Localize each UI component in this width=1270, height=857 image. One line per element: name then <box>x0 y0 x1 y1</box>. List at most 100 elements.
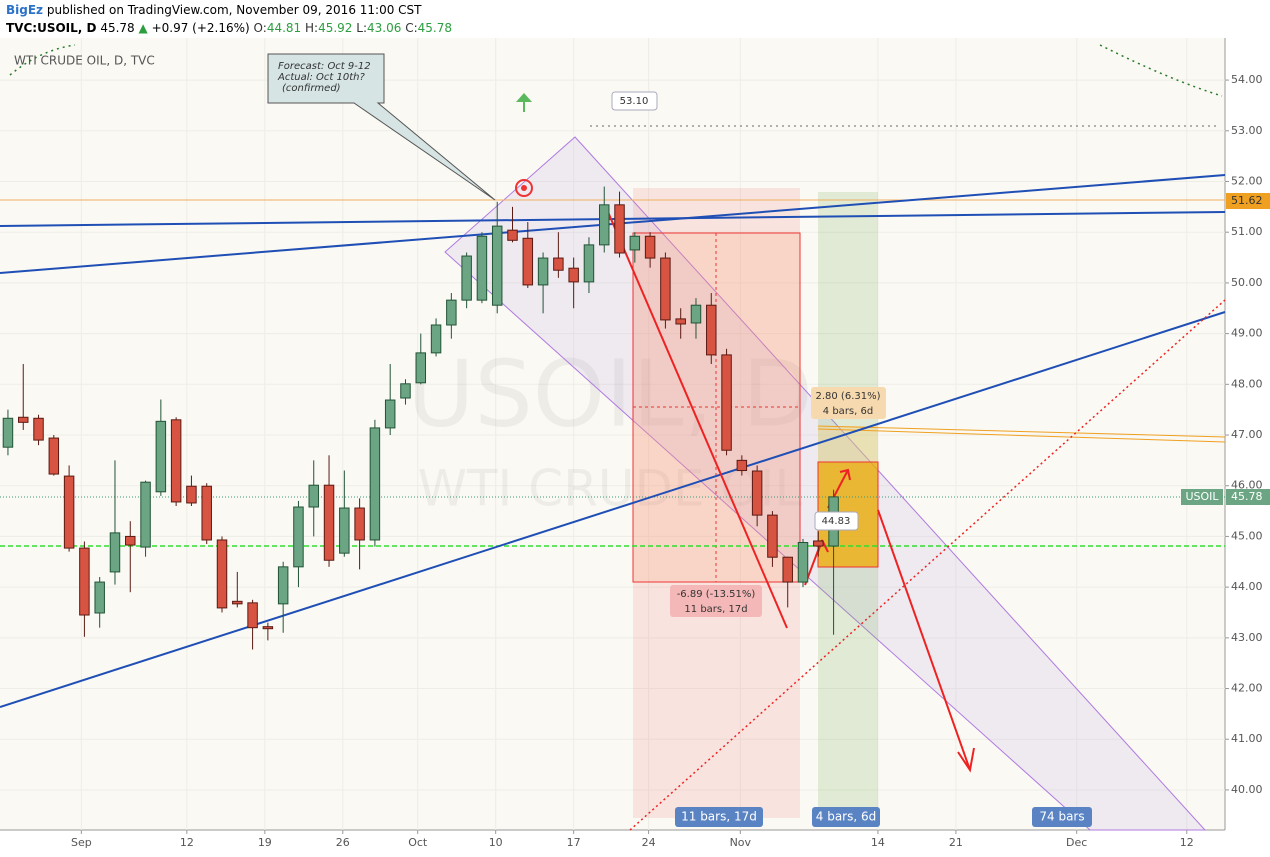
label-box <box>814 511 859 531</box>
x-tick-label: 14 <box>871 836 885 849</box>
ohlc: O:44.81 H:45.92 L:43.06 C:45.78 <box>254 21 452 35</box>
candle-body <box>232 600 243 605</box>
candle-body <box>751 470 763 516</box>
annotation: (confirmed) <box>282 83 341 94</box>
candle-body <box>736 459 748 472</box>
x-tick-label: Sep <box>71 836 92 849</box>
ohlc-value: 45.78 <box>417 21 452 35</box>
candle-body <box>782 556 793 583</box>
candle-body <box>568 267 579 283</box>
published: published on TradingView.com, November 0… <box>46 3 422 17</box>
y-tick-label: 41.00 <box>1231 732 1263 745</box>
candle-body <box>553 257 564 271</box>
label-box <box>812 807 880 827</box>
y-tick-label: 45.00 <box>1231 529 1263 542</box>
label-box <box>1032 807 1092 827</box>
candle-body <box>415 352 427 384</box>
candle-body <box>384 399 396 429</box>
y-tick-label: 51.00 <box>1231 225 1263 238</box>
candle-body <box>522 237 534 286</box>
author[interactable]: BigEz <box>6 3 44 17</box>
header: BigEz published on TradingView.com, Nove… <box>0 0 1270 38</box>
y-tick-label: 47.00 <box>1231 428 1263 441</box>
x-tick-label: 12 <box>1180 836 1194 849</box>
symbol: TVC:USOIL, D <box>6 21 97 35</box>
icon <box>515 179 533 197</box>
callout <box>267 53 496 201</box>
y-tick-label: 46.00 <box>1231 479 1263 492</box>
annotation: 2.80 (6.31%) <box>815 391 880 402</box>
candle-body <box>721 354 732 451</box>
candle-body <box>660 257 671 321</box>
candle-body <box>476 235 488 301</box>
candle-body <box>690 304 702 324</box>
icon <box>516 93 532 112</box>
annotation: 74 bars <box>1039 810 1084 824</box>
label-box <box>611 91 658 111</box>
label-box <box>675 807 763 827</box>
price-tag-label: 45.78 <box>1231 490 1263 503</box>
ohlc-label: O: <box>253 21 267 35</box>
candle-body <box>125 535 136 546</box>
candle-body <box>2 417 14 448</box>
x-axis-bg <box>0 830 1225 857</box>
annotation: Forecast: Oct 9-12 <box>278 61 371 72</box>
ohlc-label: C: <box>405 21 418 35</box>
candle-body <box>446 299 457 326</box>
candle-body <box>706 304 717 356</box>
plot-bg <box>0 38 1225 830</box>
candle-body <box>629 235 641 251</box>
annotation: 44.83 <box>822 516 851 527</box>
candle-body <box>400 383 411 399</box>
candle-body <box>614 204 625 254</box>
candle-body <box>18 416 29 423</box>
y-tick-label: 54.00 <box>1231 73 1263 86</box>
arrow: ▲ <box>138 21 148 35</box>
candle-body <box>155 420 167 493</box>
candle-body <box>201 485 212 541</box>
candle-body <box>430 324 442 354</box>
x-tick-label: 21 <box>949 836 963 849</box>
ohlc-label: H: <box>305 21 319 35</box>
annotation: -6.89 (-13.51%) <box>677 589 756 600</box>
x-tick-label: 17 <box>567 836 581 849</box>
candle-body <box>277 566 289 605</box>
x-tick-label: 26 <box>336 836 350 849</box>
y-tick-label: 48.00 <box>1231 377 1263 390</box>
y-tick-label: 43.00 <box>1231 631 1263 644</box>
candle-body <box>461 255 472 301</box>
ohlc-value: 43.06 <box>367 21 402 35</box>
curve <box>9 44 1223 97</box>
x-tick-label: Nov <box>730 836 752 849</box>
x-tick-label: 12 <box>180 836 194 849</box>
y-tick-label: 50.00 <box>1231 276 1263 289</box>
trendline <box>817 428 1226 443</box>
chart-title: WTI CRUDE OIL, D, TVC <box>14 54 155 68</box>
candle-body <box>63 475 75 549</box>
candle-body <box>308 484 319 508</box>
ohlc-value: 45.92 <box>318 21 353 35</box>
annotation: 11 bars, 17d <box>681 810 757 824</box>
candle-body <box>262 626 274 630</box>
y-tick-label: 44.00 <box>1231 580 1263 593</box>
change: +0.97 (+2.16%) <box>151 21 250 35</box>
candle-body <box>109 532 121 573</box>
y-tick-label: 49.00 <box>1231 327 1263 340</box>
candle-body <box>247 602 258 629</box>
candle-body <box>599 204 610 246</box>
candle-body <box>354 507 365 541</box>
x-tick-label: Dec <box>1066 836 1087 849</box>
symbol-line: TVC:USOIL, D 45.78 ▲ +0.97 (+2.16%) O:44… <box>6 21 452 35</box>
candle-body <box>369 427 381 541</box>
ohlc-label: L: <box>356 21 367 35</box>
annotation: 53.10 <box>620 96 649 107</box>
candle-body <box>797 542 809 583</box>
watermark: USOIL, D <box>407 340 813 447</box>
y-axis-bg <box>1225 38 1270 857</box>
trendline <box>0 311 1226 708</box>
price-tag-label: USOIL <box>1185 490 1219 503</box>
candle-body <box>323 484 335 561</box>
axes: 40.00 41.00 42.00 43.00 44.00 45.00 46.00 47.00… <box>71 73 1263 849</box>
annotation: 11 bars, 17d <box>684 604 747 615</box>
